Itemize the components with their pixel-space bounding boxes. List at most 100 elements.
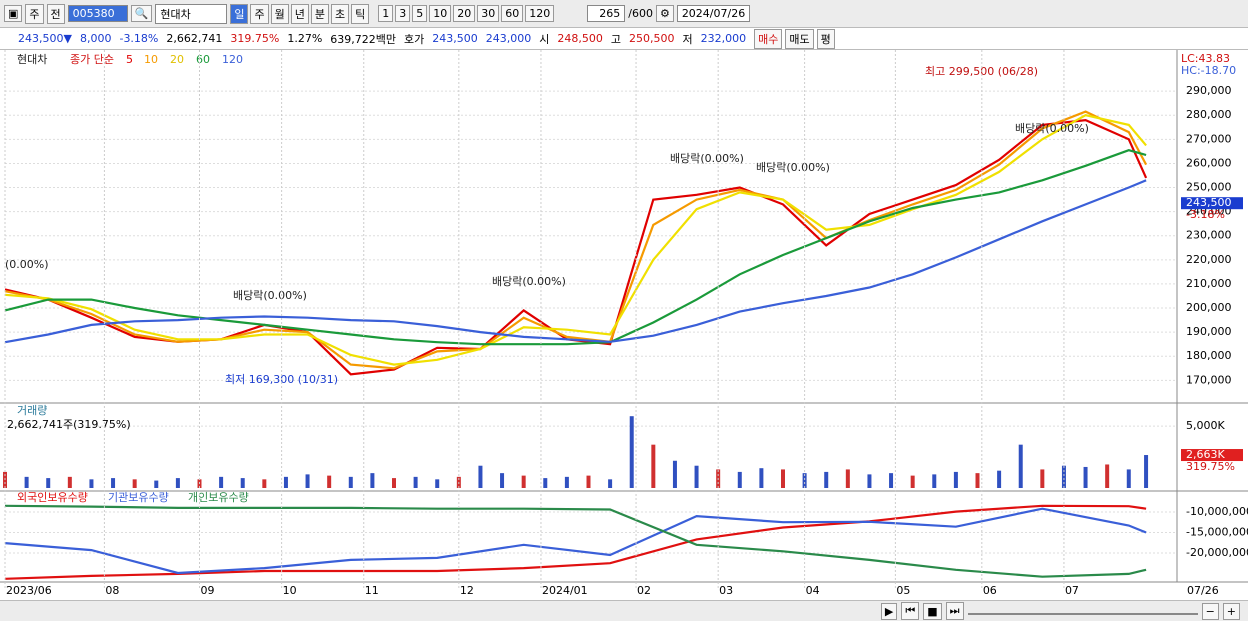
interval-button[interactable]: 5 xyxy=(412,5,428,22)
volume-bar xyxy=(262,479,267,488)
x-tick-label: 12 xyxy=(460,584,474,597)
charts: 170,000 180,000 190,000 200,000 210,000 220,0… xyxy=(0,50,1248,600)
turnover: 1.27% xyxy=(287,32,323,45)
y-axis-labels: 170,000 180,000 190,000 200,000 210,000 220,0… xyxy=(1186,84,1248,559)
period-button[interactable]: 분 xyxy=(310,3,329,24)
volume-bar xyxy=(737,471,742,488)
count[interactable]: 265 xyxy=(587,5,626,22)
date[interactable]: 2024/07/26 xyxy=(676,5,751,22)
volume-bar xyxy=(543,478,548,488)
legend-entry: 60 xyxy=(196,53,210,66)
period-button[interactable]: 초 xyxy=(330,3,350,24)
interval-button[interactable]: 30 xyxy=(477,5,500,22)
volume-bar xyxy=(997,470,1002,488)
count-max: /600 xyxy=(628,7,653,20)
volume-rate: 319.75% xyxy=(230,32,280,45)
interval-button[interactable]: 3 xyxy=(395,5,411,22)
icon-button[interactable]: ▣ xyxy=(4,5,23,22)
trade-button[interactable]: 평 xyxy=(816,28,835,49)
price-value: 243,500 xyxy=(18,32,64,45)
last-volume-box xyxy=(1181,449,1243,462)
last-change: -3.18% xyxy=(1186,208,1225,221)
volume-bar xyxy=(348,476,353,488)
x-tick-label: 08 xyxy=(105,584,119,597)
x-tick-label: 04 xyxy=(806,584,820,597)
zoom-slider[interactable] xyxy=(967,607,1198,615)
y-tick-label: -15,000,000 xyxy=(1186,525,1248,538)
y-tick-label: 170,000 xyxy=(1186,373,1232,386)
volume-bar xyxy=(694,465,699,488)
legend-entry: 외국인보유수량 xyxy=(17,491,88,504)
y-tick-label: 5,000K xyxy=(1186,419,1225,432)
open-label: 시 xyxy=(539,32,550,46)
scroll-last[interactable]: ⏭ xyxy=(945,602,964,620)
open: 248,500 xyxy=(557,32,603,45)
annotation: 배당락(0.00%) xyxy=(756,161,830,174)
annotation: 배당락(0.00%) xyxy=(492,275,566,288)
period-button[interactable]: 틱 xyxy=(351,3,370,24)
scroll-first[interactable]: ⏮ xyxy=(901,602,920,620)
stop[interactable]: ■ xyxy=(923,602,942,620)
hc-label: HC:-18.70 xyxy=(1181,64,1236,77)
y-tick-label: 200,000 xyxy=(1186,301,1232,314)
volume-bar xyxy=(305,474,310,488)
y-tick-label: 210,000 xyxy=(1186,277,1232,290)
trade-button[interactable]: 매수 xyxy=(754,28,783,49)
code[interactable]: 005380 xyxy=(67,5,128,22)
interval-button[interactable]: 20 xyxy=(453,5,476,22)
annotation: (0.00%) xyxy=(5,258,49,271)
y-tick-label: -20,000,000 xyxy=(1186,546,1248,559)
volume-bar xyxy=(240,478,245,488)
volume-bar xyxy=(283,476,288,488)
interval-button[interactable]: 10 xyxy=(429,5,452,22)
interval-button[interactable]: 1 xyxy=(378,5,394,22)
volume-bar xyxy=(889,473,894,488)
volume-bar xyxy=(1126,469,1131,488)
interval-button[interactable]: 60 xyxy=(501,5,524,22)
lc-label: LC:43.83 xyxy=(1181,52,1230,65)
toolbar-item[interactable]: 전 xyxy=(46,3,65,24)
volume-bar xyxy=(672,460,677,488)
quote-bar: 243,500▼ 8,000 -3.18% 2,662,741 319.75% … xyxy=(0,28,1248,50)
zoom-out[interactable]: − xyxy=(1201,602,1219,620)
scroll-right[interactable]: ▶ xyxy=(880,602,898,620)
search[interactable]: 🔍 xyxy=(130,5,153,22)
line-series xyxy=(4,110,1148,370)
toolbar-item[interactable]: 주 xyxy=(25,3,44,24)
volume-bar xyxy=(802,473,807,488)
legend-entry: 20 xyxy=(170,53,184,66)
y-tick-label: 290,000 xyxy=(1186,84,1232,97)
volume-bar xyxy=(564,476,569,488)
x-tick-label: 2023/06 xyxy=(6,584,52,597)
volume-bar xyxy=(435,479,440,488)
volume-bar xyxy=(521,475,526,488)
volume-bar xyxy=(824,471,829,488)
tool[interactable]: ⚙ xyxy=(655,5,674,22)
volume-bar xyxy=(46,478,51,488)
period-button[interactable]: 일 xyxy=(230,3,249,24)
volume-bar xyxy=(586,475,591,488)
last-price-box xyxy=(1181,197,1243,210)
line-series xyxy=(4,504,1147,580)
volume-bar xyxy=(1018,444,1023,488)
period-button[interactable]: 주 xyxy=(250,3,269,24)
volume-bar xyxy=(478,465,483,488)
period-button[interactable]: 월 xyxy=(270,3,289,24)
volume: 2,662,741 xyxy=(166,32,223,45)
volume-bar xyxy=(867,474,872,488)
zoom-in[interactable]: + xyxy=(1222,602,1240,620)
y-tick-label: 180,000 xyxy=(1186,349,1232,362)
x-tick-label: 09 xyxy=(201,584,215,597)
stock-name[interactable]: 현대차 xyxy=(155,3,228,24)
rate: -3.18% xyxy=(119,32,159,45)
interval-button[interactable]: 120 xyxy=(525,5,555,22)
trade-button[interactable]: 매도 xyxy=(785,28,814,49)
volume-bar xyxy=(781,469,785,488)
bid: 243,000 xyxy=(485,32,532,45)
period-button[interactable]: 년 xyxy=(290,3,309,24)
line-series xyxy=(4,507,1147,575)
legend-entry: 10 xyxy=(144,53,158,66)
amount: 639,722백만 xyxy=(330,32,397,46)
